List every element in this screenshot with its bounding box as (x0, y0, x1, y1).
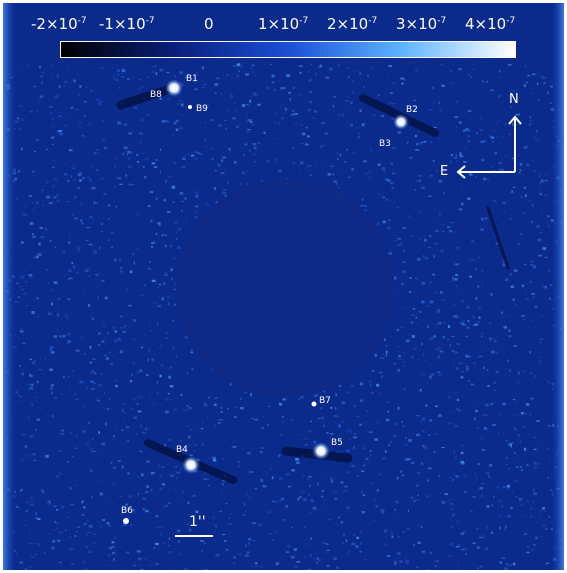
scale-bar (175, 535, 213, 537)
sky-image (3, 3, 564, 570)
colorbar-tick-label: -1×10-7 (99, 15, 155, 33)
source-B4 (182, 456, 200, 474)
left-edge-artifact (3, 3, 17, 570)
source-B6 (123, 518, 129, 524)
source-B1 (165, 79, 183, 97)
colorbar-tick-label: 0 (204, 15, 214, 33)
source-label: B9 (196, 104, 208, 114)
source-B7 (311, 401, 317, 407)
compass-arrows (456, 115, 522, 179)
coronagraph-mask (176, 179, 394, 397)
source-label: B7 (319, 396, 331, 406)
source-label: B1 (186, 74, 198, 84)
source-label: B5 (331, 438, 343, 448)
colorbar-tick-label: 3×10-7 (396, 15, 447, 33)
compass-north-label: N (509, 92, 519, 107)
point-sources (123, 79, 409, 524)
image-frame: -2×10-7 -1×10-7 0 1×10-7 2×10-7 3×10-7 4… (3, 3, 564, 570)
source-label: B6 (121, 506, 133, 516)
scale-bar-label: 1'' (189, 514, 206, 530)
source-label: B3 (379, 139, 391, 149)
source-label: B8 (150, 90, 162, 100)
right-edge-artifact (550, 3, 564, 570)
source-B5 (312, 442, 330, 460)
source-B9 (188, 105, 192, 109)
colorbar-tick-label: 1×10-7 (258, 15, 309, 33)
colorbar (60, 41, 516, 58)
colorbar-tick-label: -2×10-7 (31, 15, 87, 33)
source-B2 (393, 114, 409, 130)
compass-east-label: E (440, 164, 449, 179)
colorbar-tick-label: 4×10-7 (465, 15, 516, 33)
source-label: B2 (406, 105, 418, 115)
colorbar-tick-label: 2×10-7 (327, 15, 378, 33)
source-label: B4 (176, 445, 188, 455)
